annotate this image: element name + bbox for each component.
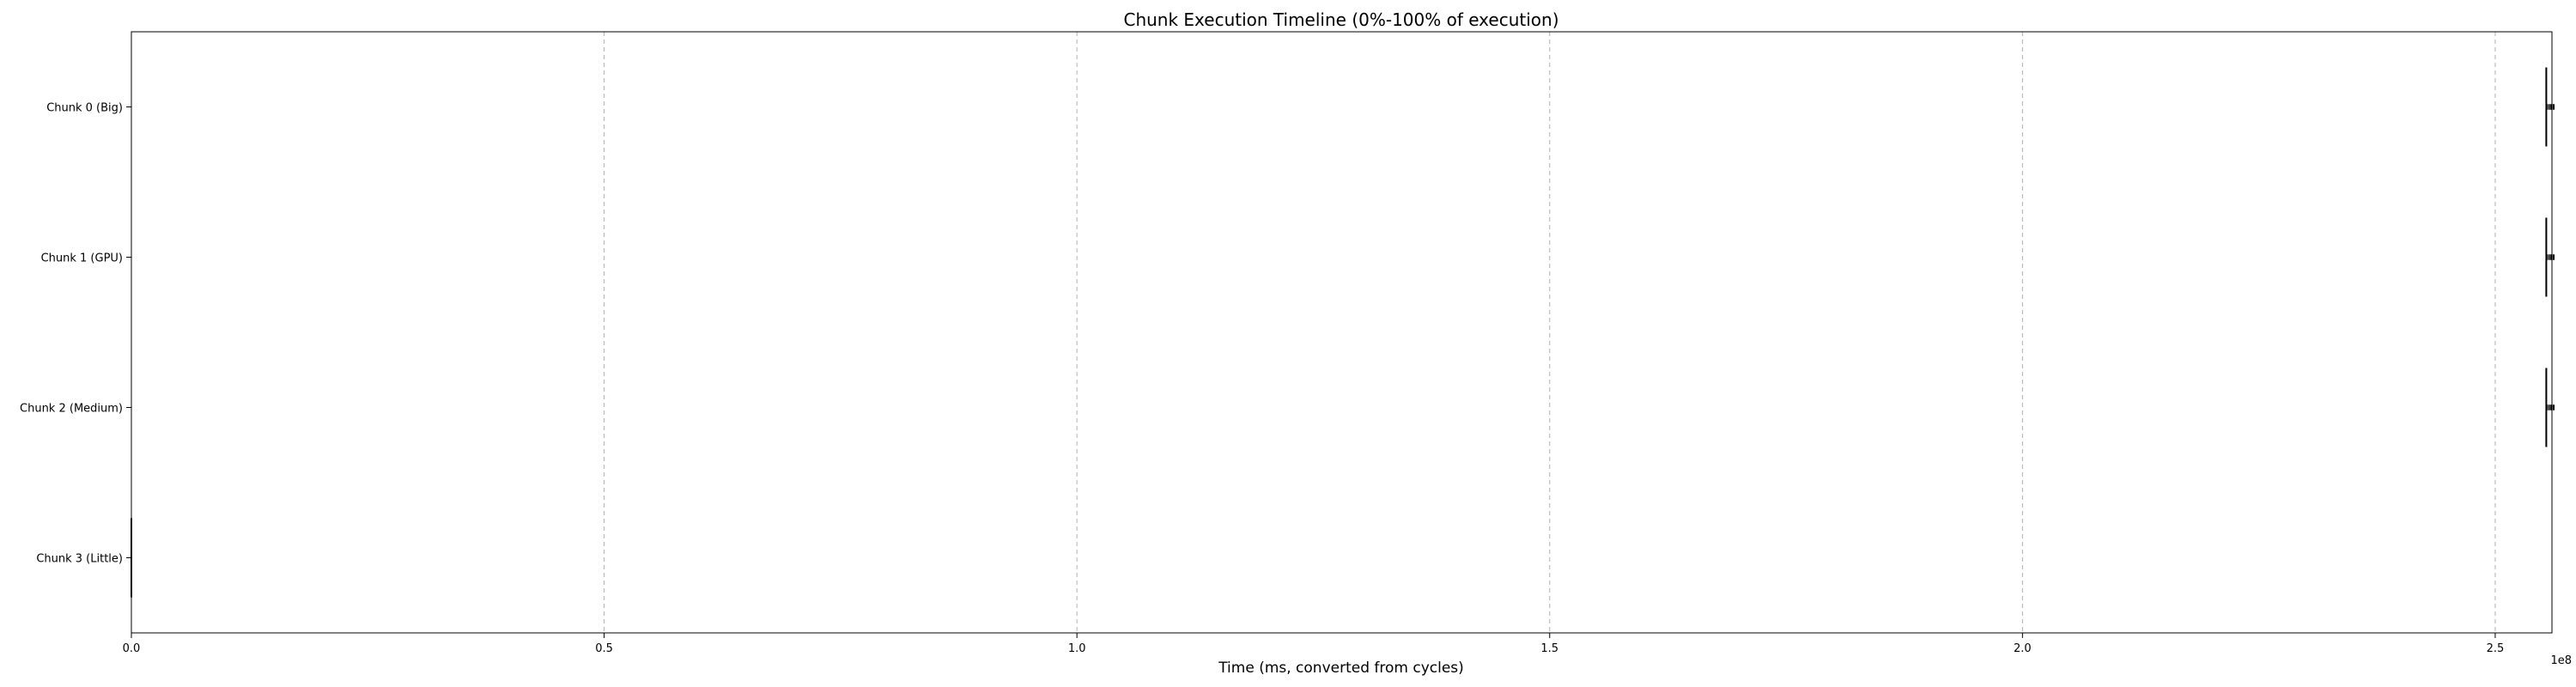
x-axis-label: Time (ms, converted from cycles) [1218,660,1464,677]
y-tick-label: Chunk 3 (Little) [36,553,123,566]
x-axis-scale-label: 1e8 [2550,654,2572,667]
x-tick-label: 2.0 [2014,642,2032,655]
x-tick-label: 0.0 [123,642,141,655]
grid-layer [604,32,2496,633]
interval-bar [2548,253,2551,261]
interval-bar [2548,103,2551,111]
interval-bar [2552,253,2555,261]
axis-layer: 0.0 0.5 1.0 1.5 2.0 2.5 Chunk 0 (Big) Chunk 1 (… [20,31,2553,655]
x-tick-label: 1.0 [1068,642,1086,655]
y-tick-label: Chunk 2 (Medium) [20,403,123,416]
interval-bar [2552,103,2555,111]
x-tick-label: 1.5 [1540,642,1558,655]
marks-layer [131,67,2555,598]
x-tick-label: 0.5 [595,642,613,655]
chart-title: Chunk Execution Timeline (0%-100% of exe… [1123,9,1558,30]
y-tick-label: Chunk 0 (Big) [46,102,123,115]
y-tick-label: Chunk 1 (GPU) [41,252,123,265]
interval-bar [2548,404,2551,411]
x-tick-label: 2.5 [2487,642,2505,655]
plot-frame [131,31,2553,634]
interval-bar [2552,404,2555,411]
